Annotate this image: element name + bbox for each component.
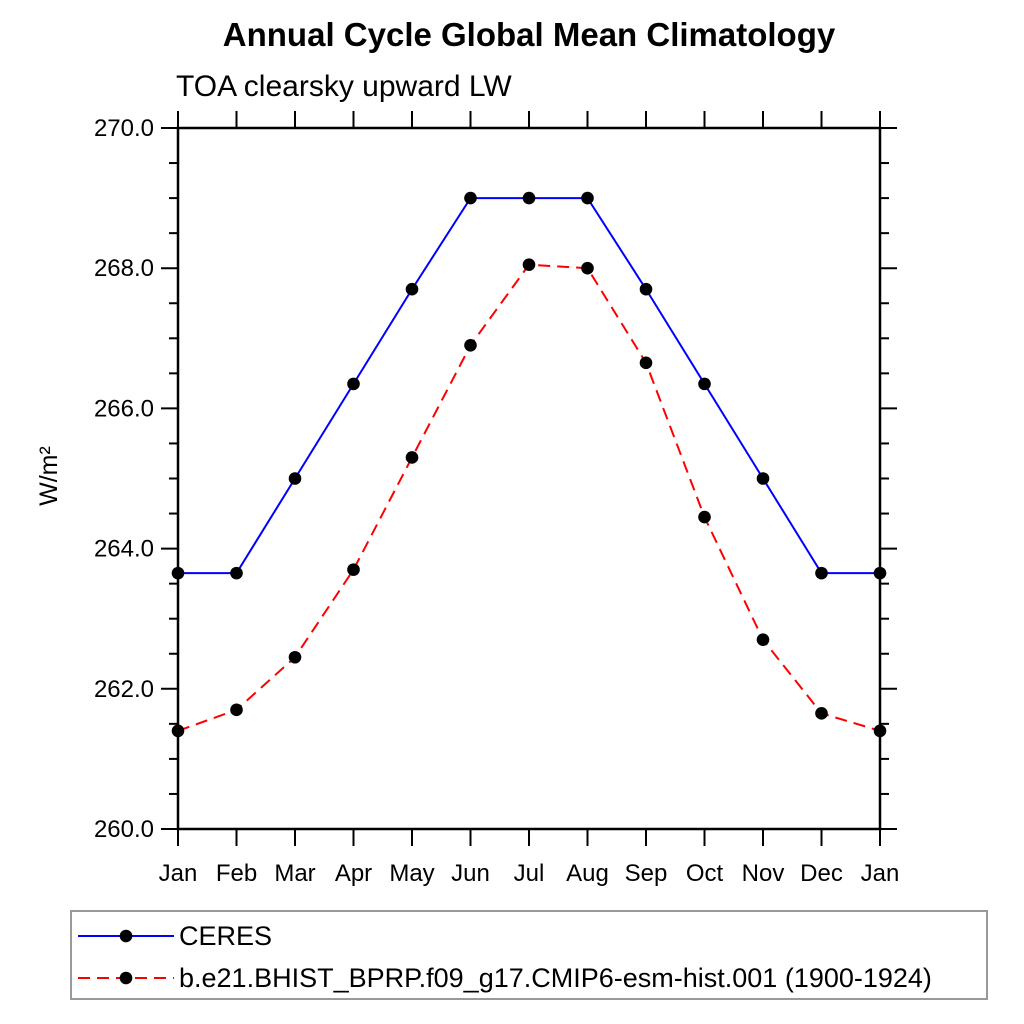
data-point-marker <box>347 563 360 576</box>
chart-subtitle: TOA clearsky upward LW <box>176 70 512 103</box>
data-point-marker <box>464 339 477 352</box>
model-line-sample <box>78 971 174 985</box>
x-tick-label: Jan <box>861 860 900 887</box>
data-point-marker <box>698 510 711 524</box>
legend-item-ceres: CERES <box>76 921 272 951</box>
data-point-marker <box>639 282 653 296</box>
legend-item-model: b.e21.BHIST_BPRP.f09_g17.CMIP6-esm-hist.… <box>76 963 932 993</box>
data-point-marker <box>581 191 594 205</box>
x-tick-label: Mar <box>274 860 315 887</box>
data-point-marker <box>405 282 419 296</box>
x-tick-label: Nov <box>742 860 785 887</box>
y-tick-label: 270.0 <box>94 115 154 142</box>
y-tick-label: 262.0 <box>94 676 154 703</box>
ceres-line-sample <box>78 929 174 943</box>
x-tick-label: Jun <box>451 860 490 887</box>
y-tick-label: 264.0 <box>94 536 154 563</box>
y-tick-label: 266.0 <box>94 395 154 422</box>
x-tick-label: Oct <box>686 860 724 887</box>
data-point-marker <box>756 633 770 647</box>
legend-label-model: b.e21.BHIST_BPRP.f09_g17.CMIP6-esm-hist.… <box>179 962 932 993</box>
x-tick-label: Jan <box>159 860 198 887</box>
x-tick-label: Sep <box>625 860 668 887</box>
data-point-marker <box>756 472 770 485</box>
data-point-marker <box>171 724 185 738</box>
series-line-0 <box>178 197 880 575</box>
data-point-marker <box>288 650 302 664</box>
x-tick-label: Dec <box>800 860 843 887</box>
data-point-marker <box>522 191 536 205</box>
data-point-marker <box>347 377 360 391</box>
legend-label-ceres: CERES <box>179 920 273 951</box>
data-point-marker <box>405 451 419 464</box>
data-point-marker <box>639 356 653 370</box>
data-point-marker <box>230 703 243 717</box>
data-point-marker <box>230 566 243 580</box>
x-tick-label: Apr <box>335 860 372 887</box>
data-point-marker <box>288 472 302 485</box>
data-point-marker <box>698 377 711 391</box>
x-tick-label: Aug <box>566 860 609 887</box>
y-tick-label: 268.0 <box>94 255 154 282</box>
legend-box: CERES b.e21.BHIST_BPRP.f09_g17.CMIP6-esm… <box>70 910 988 1000</box>
data-point-marker <box>873 566 887 580</box>
data-point-marker <box>522 258 536 271</box>
data-point-marker <box>873 724 887 738</box>
data-point-marker <box>464 191 477 205</box>
x-tick-label: May <box>389 860 434 887</box>
axis-frame <box>176 126 882 831</box>
x-tick-label: Jul <box>514 860 545 887</box>
data-point-marker <box>815 566 828 580</box>
data-point-marker <box>581 261 594 275</box>
x-tick-label: Feb <box>216 860 257 887</box>
data-point-marker <box>171 566 185 580</box>
chart-title: Annual Cycle Global Mean Climatology <box>222 16 836 53</box>
data-point-marker <box>815 707 828 720</box>
y-tick-label: 260.0 <box>94 816 154 843</box>
